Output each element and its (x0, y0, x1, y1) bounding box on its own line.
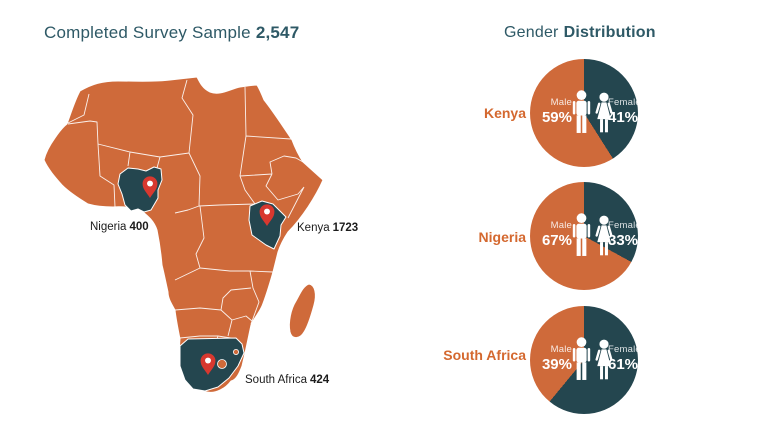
map-label-kenya-value: 1723 (332, 222, 359, 234)
map-label-nigeria: Nigeria 400 (90, 221, 149, 233)
madagascar-island (288, 283, 316, 339)
gender-title-text: Gender (504, 24, 559, 41)
pie-label-south-africa: South Africa (443, 347, 526, 363)
kenya-male-pct: 59% (541, 109, 572, 126)
gender-pie-south-africa: Male 39% Female 61% (530, 306, 641, 414)
pie-label-kenya: Kenya (483, 105, 526, 121)
gender-pie-nigeria: Male 67% Female 33% (530, 182, 641, 290)
map-label-nigeria-name: Nigeria (90, 221, 127, 233)
gender-title-bold: Distribution (563, 24, 656, 41)
south-africa-male-pct: 39% (541, 356, 572, 373)
africa-map-svg (43, 76, 324, 393)
kenya-male-stats: Male 59% (532, 97, 572, 127)
male-icon (572, 90, 591, 133)
pie-label-nigeria: Nigeria (478, 229, 526, 245)
kenya-female-label: Female (608, 97, 641, 108)
map-label-kenya-name: Kenya (297, 222, 330, 234)
map-label-south-africa-value: 424 (310, 374, 330, 386)
nigeria-male-label: Male (550, 220, 572, 231)
nigeria-female-stats: Female 33% (608, 220, 648, 250)
gender-distribution-title: Gender Distribution (504, 24, 656, 42)
africa-map (40, 58, 390, 425)
south-africa-male-label: Male (550, 344, 572, 355)
kenya-female-pct: 41% (608, 109, 639, 126)
map-label-kenya: Kenya 1723 (297, 222, 358, 234)
lesotho-cutout (217, 359, 227, 369)
male-icon (572, 213, 591, 256)
gender-pie-kenya: Male 59% Female 41% (530, 59, 641, 167)
south-africa-female-label: Female (608, 344, 641, 355)
nigeria-male-stats: Male 67% (532, 220, 572, 250)
south-africa-female-pct: 61% (608, 356, 639, 373)
nigeria-female-label: Female (608, 220, 641, 231)
eswatini-cutout (232, 348, 239, 355)
south-africa-male-stats: Male 39% (532, 344, 572, 374)
south-africa-female-stats: Female 61% (608, 344, 648, 374)
survey-sample-title-text: Completed Survey Sample (44, 23, 251, 42)
map-label-south-africa-name: South Africa (245, 374, 308, 386)
nigeria-female-pct: 33% (608, 232, 639, 249)
survey-sample-total: 2,547 (255, 23, 300, 42)
africa-landmass (43, 76, 324, 393)
map-label-south-africa: South Africa 424 (245, 374, 329, 386)
kenya-male-label: Male (550, 97, 572, 108)
male-icon (572, 337, 591, 380)
survey-sample-title: Completed Survey Sample 2,547 (44, 23, 299, 43)
nigeria-male-pct: 67% (541, 232, 572, 249)
kenya-female-stats: Female 41% (608, 97, 648, 127)
map-label-nigeria-value: 400 (129, 221, 149, 233)
